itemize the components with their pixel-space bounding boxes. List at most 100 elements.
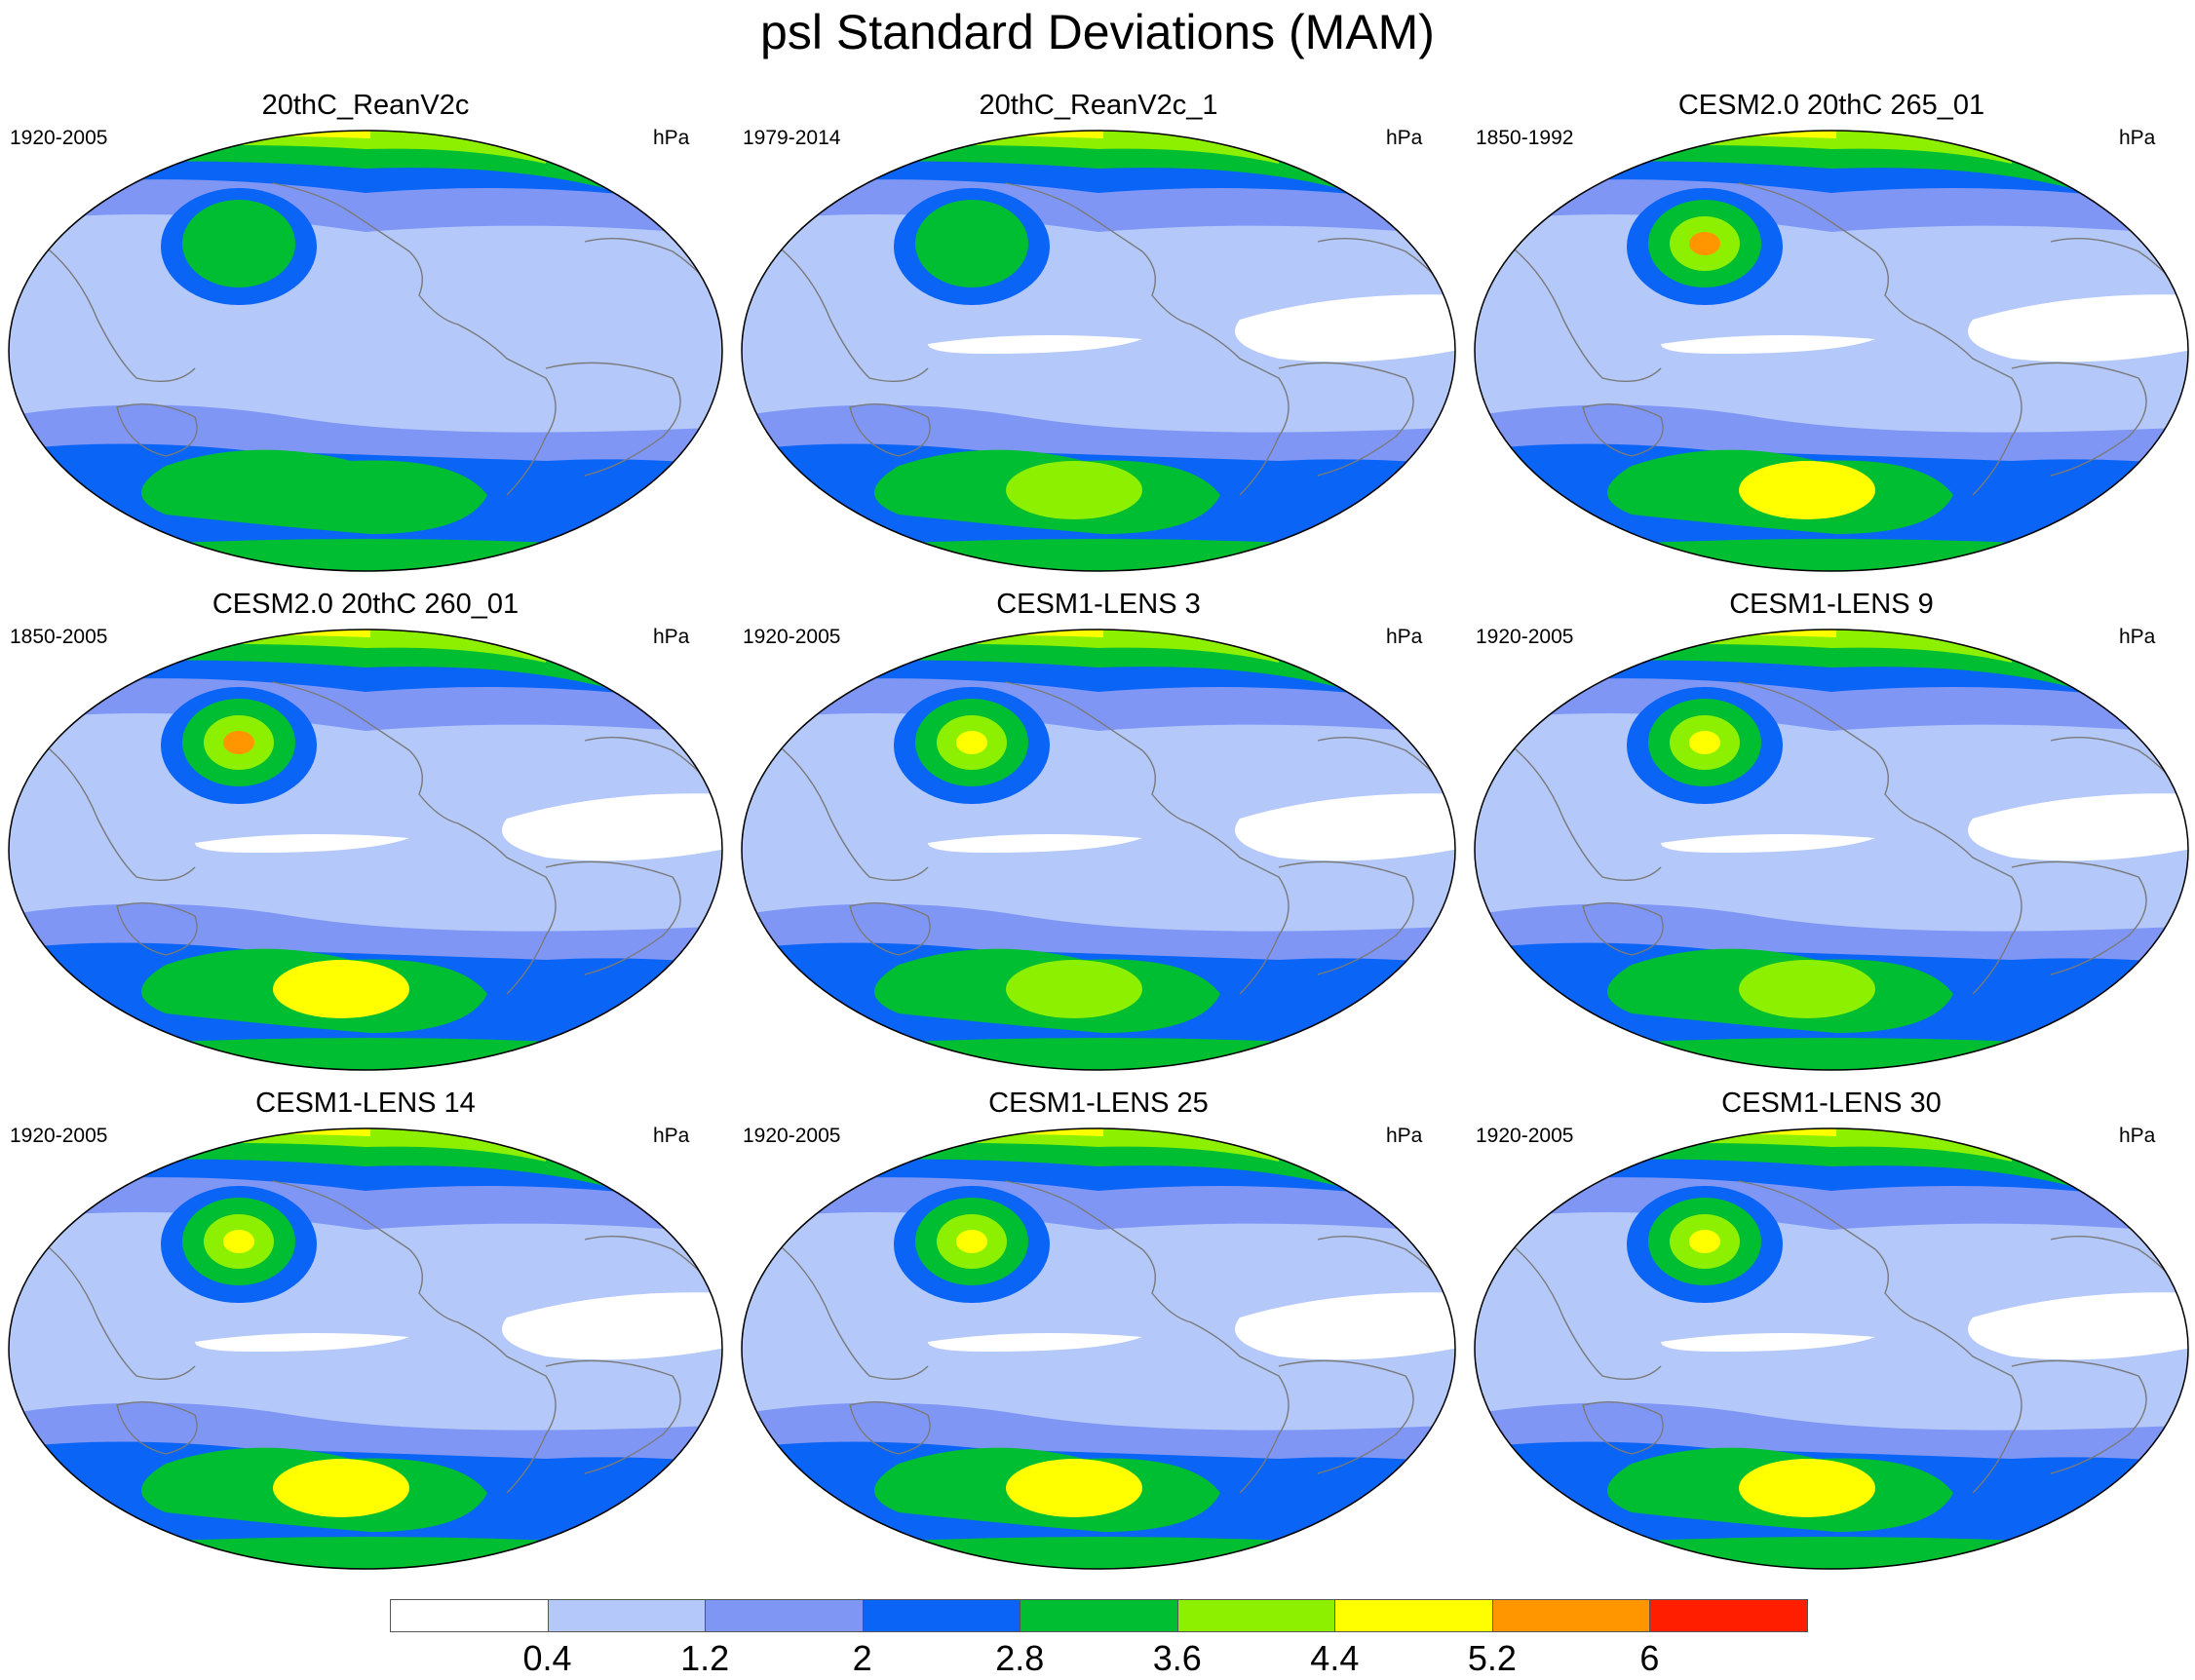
panel-title: 20thC_ReanV2c_1 — [979, 90, 1218, 121]
contour-fill — [1794, 484, 1829, 502]
contour-fill — [502, 1292, 722, 1360]
map-panel: CESM1-LENS 14 1920-2005 hPa — [0, 1088, 731, 1575]
contour-fill — [1475, 539, 2188, 571]
panel-years: 1850-1992 — [1476, 127, 1574, 149]
contour-fill — [869, 1128, 986, 1136]
coastline — [1874, 1248, 2022, 1494]
colorbar-label: 1.2 — [680, 1638, 730, 1678]
contour-fill — [956, 232, 987, 255]
panel-unit: hPa — [653, 1125, 690, 1147]
coastline — [1278, 362, 1414, 477]
contour-fill — [136, 1128, 253, 1136]
contour-fill — [1475, 1537, 2188, 1569]
contour-fill — [1689, 731, 1720, 754]
contour-fill — [1968, 793, 2188, 861]
contour-fill — [328, 1482, 364, 1500]
panel-title: CESM1-LENS 9 — [1729, 589, 1934, 620]
panel-unit: hPa — [653, 127, 690, 149]
coastline — [38, 1239, 196, 1381]
contour-fill — [136, 630, 253, 637]
contour-fill — [223, 1230, 254, 1253]
coastline — [272, 681, 410, 751]
colorbar-swatch — [1176, 1599, 1336, 1632]
map-border — [741, 629, 1456, 1071]
colorbar-swatch — [1649, 1599, 1808, 1632]
panel-years: 1920-2005 — [743, 1125, 841, 1147]
map-contour-plot — [741, 1127, 1456, 1570]
coastline — [116, 1401, 198, 1455]
contour-fill — [742, 539, 1455, 571]
map-panel: CESM1-LENS 9 1920-2005 hPa — [1466, 589, 2195, 1076]
coastline — [2011, 1359, 2147, 1474]
coastline — [849, 902, 931, 956]
contour-fill — [273, 461, 409, 519]
panel-title: CESM1-LENS 30 — [1721, 1088, 1942, 1119]
colorbar-label: 6 — [1639, 1638, 1660, 1678]
coastline — [545, 362, 681, 477]
contour-fill — [1968, 294, 2188, 363]
coastline — [849, 403, 931, 457]
map-panel: CESM2.0 20thC 265_01 1850-1992 hPa — [1466, 90, 2195, 577]
map-contour-plot — [1474, 130, 2189, 572]
coastline — [545, 1359, 681, 1474]
colorbar-swatch — [547, 1599, 707, 1632]
contour-fill — [1006, 461, 1142, 519]
map-border — [8, 130, 723, 572]
contour-fill — [869, 630, 986, 637]
coastline — [771, 241, 929, 383]
colorbar-label: 4.4 — [1310, 1638, 1360, 1678]
contour-fill — [1602, 131, 1719, 138]
contour-fill — [1794, 1482, 1829, 1500]
map-panel: 20thC_ReanV2c 1920-2005 hPa — [0, 90, 731, 577]
map-contour-plot — [1474, 629, 2189, 1071]
coastline — [1738, 681, 1876, 751]
colorbar-swatch — [705, 1599, 864, 1632]
map-contour-plot — [1474, 1127, 2189, 1570]
contour-fill — [223, 232, 254, 255]
contour-fill — [1689, 1230, 1720, 1253]
coastline — [1005, 681, 1143, 751]
coastline — [1738, 182, 1876, 252]
map-panel: CESM2.0 20thC 260_01 1850-2005 hPa — [0, 589, 731, 1076]
panel-title: 20thC_ReanV2c — [261, 90, 470, 121]
coastline — [1504, 1239, 1662, 1381]
coastline — [272, 182, 410, 252]
coastline — [408, 1248, 557, 1494]
contour-fill — [928, 1333, 1142, 1352]
colorbar — [390, 1599, 1808, 1634]
contour-fill — [1006, 960, 1142, 1018]
map-border — [8, 629, 723, 1071]
coastline — [38, 740, 196, 882]
contour-fill — [1661, 1333, 1875, 1352]
map-contour-plot — [8, 1127, 723, 1570]
map-panel: CESM1-LENS 3 1920-2005 hPa — [733, 589, 1464, 1076]
contour-fill — [1661, 335, 1875, 354]
panel-unit: hPa — [1386, 1125, 1423, 1147]
coastline — [1504, 241, 1662, 383]
coastline — [1141, 1248, 1290, 1494]
coastline — [38, 241, 196, 383]
coastline — [771, 1239, 929, 1381]
map-border — [1474, 130, 2189, 572]
colorbar-swatch — [1334, 1599, 1493, 1632]
contour-fill — [742, 1038, 1455, 1070]
map-panel: CESM1-LENS 30 1920-2005 hPa — [1466, 1088, 2195, 1575]
colorbar-swatch — [862, 1599, 1021, 1632]
coastline — [1141, 749, 1290, 995]
contour-fill — [928, 834, 1142, 853]
map-border — [1474, 1127, 2189, 1570]
map-border — [8, 1127, 723, 1570]
colorbar-swatch — [1491, 1599, 1651, 1632]
colorbar-swatch — [1020, 1599, 1178, 1632]
coastline — [1141, 250, 1290, 496]
coastline — [1874, 749, 2022, 995]
coastline — [1738, 1180, 1876, 1250]
figure-title: psl Standard Deviations (MAM) — [760, 5, 1435, 59]
contour-fill — [223, 731, 254, 754]
panel-title: CESM1-LENS 14 — [255, 1088, 476, 1119]
panel-years: 1979-2014 — [743, 127, 841, 149]
colorbar-label: 3.6 — [1152, 1638, 1202, 1678]
contour-fill — [1602, 630, 1719, 637]
contour-fill — [9, 1038, 722, 1070]
contour-fill — [956, 731, 987, 754]
